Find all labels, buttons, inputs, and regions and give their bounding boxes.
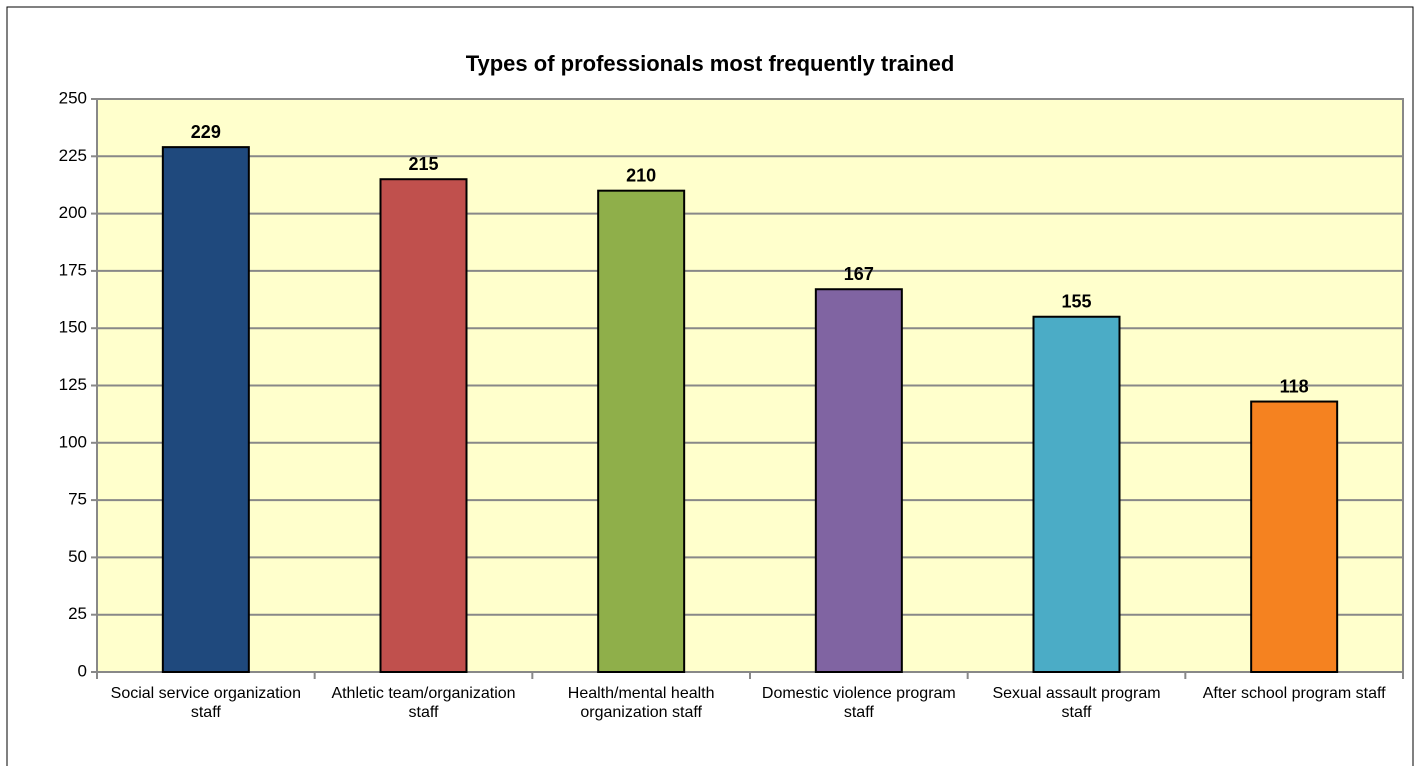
value-label: 167 [844,264,874,284]
y-tick-label: 200 [59,203,87,222]
bar [1032,315,1121,673]
x-tick-label: Health/mental health organization staff [567,685,715,721]
x-tick-label: Sexual assault program staff [992,685,1161,721]
y-tick-label: 25 [68,604,87,623]
y-tick-label: 50 [68,547,87,566]
value-label: 210 [626,165,656,185]
bar [814,288,903,673]
bar [161,146,250,673]
x-tick-label: Domestic violence program staff [761,685,956,721]
chart-title: Types of professionals most frequently t… [466,51,955,76]
value-label: 118 [1280,376,1309,396]
y-tick-label: 225 [59,146,87,165]
y-tick-label: 100 [59,432,87,451]
x-tick-label: Athletic team/organization staff [331,685,516,721]
y-tick-label: 75 [68,490,87,509]
y-tick-label: 150 [59,318,87,337]
bar [379,178,468,673]
x-tick-label: After school program staff [1202,685,1386,702]
value-label: 229 [191,122,221,142]
y-tick-label: 0 [78,661,87,680]
y-tick-label: 125 [59,375,87,394]
chart-frame [6,6,1414,766]
y-tick-label: 250 [59,88,87,107]
bar [597,189,686,673]
y-tick-label: 175 [59,260,87,279]
value-label: 215 [408,154,438,174]
x-tick-label: Social service organization staff [110,685,301,721]
value-label: 155 [1061,291,1091,311]
bar [1250,400,1339,673]
